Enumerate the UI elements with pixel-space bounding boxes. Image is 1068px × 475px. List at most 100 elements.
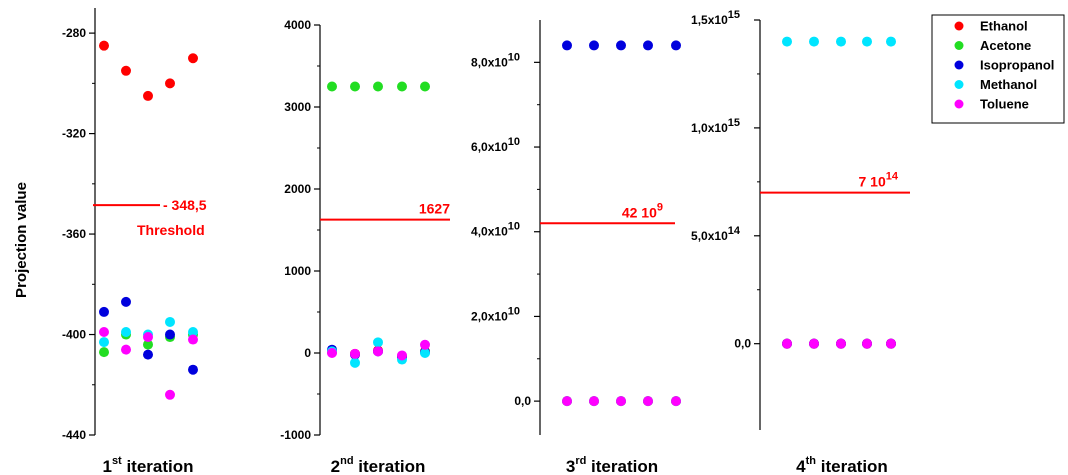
y-tick-label: 5,0x1014 bbox=[691, 225, 741, 243]
y-tick-label: -1000 bbox=[280, 428, 311, 442]
point-isopropanol bbox=[616, 40, 626, 51]
point-isopropanol bbox=[121, 296, 131, 307]
x-axis-label: 1st iteration bbox=[102, 455, 193, 475]
point-ethanol bbox=[143, 90, 153, 101]
legend-label-methanol: Methanol bbox=[980, 77, 1037, 92]
point-methanol bbox=[886, 36, 896, 47]
point-acetone bbox=[143, 339, 153, 350]
y-tick-label: -280 bbox=[62, 26, 86, 40]
y-tick-label: 8,0x1010 bbox=[471, 51, 520, 69]
point-methanol bbox=[373, 337, 383, 348]
threshold-value-label: 42 109 bbox=[622, 201, 663, 220]
y-tick-label: -320 bbox=[62, 127, 86, 141]
point-ethanol bbox=[99, 40, 109, 51]
point-isopropanol bbox=[643, 40, 653, 51]
y-tick-label: 4,0x1010 bbox=[471, 221, 520, 239]
panel-4: 1,5x1015 1,0x1015 5,0x1014 0,0 7 1014 4th ite… bbox=[691, 9, 910, 475]
legend-label-acetone: Acetone bbox=[980, 38, 1031, 53]
panels: -280 -320 -360 -400 -440 - 348,5 Threshold 1st … bbox=[62, 8, 910, 475]
y-tick-label: 2,0x1010 bbox=[471, 305, 520, 323]
y-tick-label: 2000 bbox=[284, 182, 311, 196]
x-axis-label: 2nd iteration bbox=[331, 455, 426, 475]
point-methanol bbox=[350, 357, 360, 368]
point-toluene bbox=[886, 338, 896, 349]
point-methanol bbox=[121, 327, 131, 338]
y-tick-label: -440 bbox=[62, 428, 86, 442]
point-methanol bbox=[836, 36, 846, 47]
point-acetone bbox=[373, 81, 383, 92]
point-methanol bbox=[188, 327, 198, 338]
point-toluene bbox=[782, 338, 792, 349]
point-isopropanol bbox=[143, 349, 153, 360]
point-isopropanol bbox=[99, 306, 109, 317]
point-acetone bbox=[397, 81, 407, 92]
legend-label-ethanol: Ethanol bbox=[980, 19, 1028, 34]
legend-marker-methanol bbox=[954, 80, 964, 89]
y-tick-label: 4000 bbox=[284, 18, 311, 32]
y-tick-label: 0 bbox=[304, 346, 311, 360]
legend-label-toluene: Toluene bbox=[980, 97, 1029, 112]
point-toluene bbox=[616, 396, 626, 407]
y-tick-label: -360 bbox=[62, 227, 86, 241]
point-methanol bbox=[862, 36, 872, 47]
threshold-note-label: Threshold bbox=[137, 222, 205, 238]
y-tick-label: 1,5x1015 bbox=[691, 9, 740, 27]
point-acetone bbox=[350, 81, 360, 92]
point-toluene bbox=[643, 396, 653, 407]
point-acetone bbox=[420, 81, 430, 92]
x-axis-label: 3rd iteration bbox=[566, 455, 658, 475]
point-acetone bbox=[99, 347, 109, 358]
point-methanol bbox=[782, 36, 792, 47]
y-tick-label: 6,0x1010 bbox=[471, 136, 520, 154]
threshold-value-label: 7 1014 bbox=[859, 171, 899, 190]
x-axis-label: 4th iteration bbox=[796, 455, 888, 475]
panel-1: -280 -320 -360 -400 -440 - 348,5 Threshold 1st … bbox=[62, 8, 207, 475]
point-toluene bbox=[836, 338, 846, 349]
legend-marker-toluene bbox=[954, 99, 964, 109]
point-toluene bbox=[188, 334, 198, 345]
point-isopropanol bbox=[671, 40, 681, 51]
y-tick-label: 3000 bbox=[284, 100, 311, 114]
legend-marker-acetone bbox=[954, 41, 964, 50]
point-toluene bbox=[809, 338, 819, 349]
point-toluene bbox=[99, 327, 109, 338]
y-tick-label: 1,0x1015 bbox=[691, 117, 740, 135]
y-tick-label: 0,0 bbox=[514, 394, 531, 408]
point-toluene bbox=[121, 344, 131, 355]
point-toluene bbox=[327, 348, 337, 358]
point-methanol bbox=[809, 36, 819, 47]
point-isopropanol bbox=[188, 364, 198, 375]
point-toluene bbox=[862, 338, 872, 349]
point-isopropanol bbox=[165, 329, 175, 340]
point-toluene bbox=[420, 339, 430, 350]
point-toluene bbox=[671, 396, 681, 407]
point-toluene bbox=[373, 346, 383, 357]
y-axis-label: Projection value bbox=[13, 182, 30, 298]
panel-2: 4000 3000 2000 1000 0 -1000 1627 2nd iteration bbox=[280, 18, 450, 475]
y-tick-label: 0,0 bbox=[734, 337, 751, 351]
threshold-value-label: - 348,5 bbox=[163, 197, 207, 213]
point-toluene bbox=[143, 332, 153, 343]
point-ethanol bbox=[121, 65, 131, 76]
legend-marker-ethanol bbox=[954, 21, 964, 31]
legend-box bbox=[931, 14, 1065, 124]
threshold-value-label: 1627 bbox=[419, 201, 450, 217]
point-toluene bbox=[562, 396, 572, 407]
point-isopropanol bbox=[589, 40, 599, 51]
point-toluene bbox=[589, 396, 599, 407]
point-toluene bbox=[350, 348, 360, 359]
y-tick-label: -400 bbox=[62, 328, 86, 342]
point-acetone bbox=[327, 81, 337, 92]
y-tick-label: 1000 bbox=[284, 264, 311, 278]
panel-3: 8,0x1010 6,0x1010 4,0x1010 2,0x1010 0,0 42 10… bbox=[471, 20, 681, 475]
legend: Ethanol Acetone Isopropanol Methanol Toluene bbox=[931, 14, 1065, 124]
legend-marker-isopropanol bbox=[954, 60, 964, 70]
point-methanol bbox=[99, 337, 109, 348]
point-toluene bbox=[397, 350, 407, 361]
point-toluene bbox=[165, 389, 175, 400]
point-ethanol bbox=[188, 53, 198, 64]
point-methanol bbox=[165, 316, 175, 327]
legend-label-isopropanol: Isopropanol bbox=[980, 58, 1054, 73]
point-methanol bbox=[420, 348, 430, 358]
point-isopropanol bbox=[562, 40, 572, 51]
